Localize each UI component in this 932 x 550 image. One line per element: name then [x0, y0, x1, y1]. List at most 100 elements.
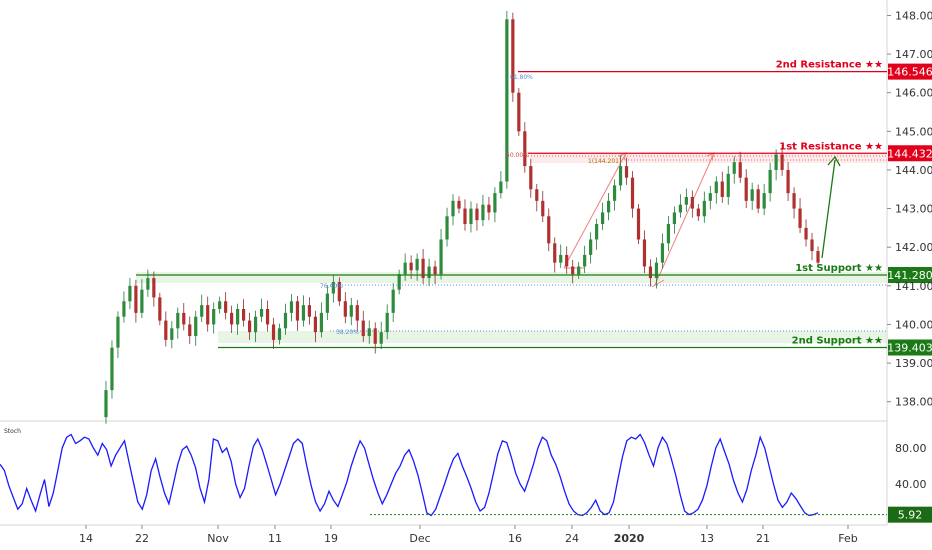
candle	[612, 179, 617, 211]
fib-label-382: 38.20%	[336, 329, 359, 336]
level-name-label: 2nd Resistance ★★	[776, 60, 883, 71]
candle	[816, 246, 820, 268]
candle-body	[188, 324, 192, 337]
candle-body	[618, 166, 623, 186]
candle-body	[403, 262, 407, 275]
candle-body	[511, 19, 515, 93]
level-name-label: 1st Resistance ★★	[779, 141, 883, 152]
candle	[170, 321, 174, 349]
candle-body	[595, 224, 599, 240]
candle	[337, 277, 341, 306]
candle	[732, 156, 736, 184]
candle-body	[786, 169, 790, 194]
support-zone-2	[218, 331, 887, 343]
candle	[559, 244, 563, 268]
time-tick-label: Dec	[409, 532, 430, 545]
candle	[319, 302, 323, 338]
candle-body	[134, 285, 138, 313]
candle	[672, 206, 676, 234]
candle	[714, 176, 718, 204]
time-tick-label: Feb	[838, 532, 857, 545]
candle	[606, 192, 611, 221]
pattern-drawing	[563, 152, 715, 288]
candle	[283, 303, 288, 335]
candle-body	[744, 177, 748, 201]
candle-body	[481, 204, 485, 221]
candles-group	[104, 10, 820, 424]
candle	[206, 296, 210, 332]
candle-body	[457, 200, 461, 209]
candle	[708, 185, 712, 210]
candle	[212, 302, 216, 334]
candle	[313, 310, 317, 342]
level-price-tag	[888, 63, 932, 80]
price-tick-label: 143.000	[895, 203, 932, 216]
candle-body	[152, 278, 156, 298]
candle	[445, 207, 449, 247]
fib-label-50: 50.00%	[506, 152, 529, 159]
candle-body	[690, 196, 694, 209]
candle-body	[547, 216, 551, 244]
candle	[738, 151, 742, 183]
candle-body	[571, 266, 575, 275]
candle-body	[523, 131, 527, 167]
candle	[289, 294, 294, 322]
candle-body	[738, 162, 742, 178]
candle-body	[606, 200, 611, 213]
candle	[379, 321, 383, 350]
candle	[595, 218, 599, 250]
candle	[355, 299, 359, 332]
candle	[762, 183, 766, 216]
price-tick-label: 146.000	[895, 87, 932, 100]
candle	[810, 232, 814, 261]
price-tick-label: 141.000	[895, 280, 932, 293]
candle	[349, 297, 353, 326]
candle	[768, 162, 772, 202]
candle	[140, 279, 144, 319]
candle-body	[421, 258, 425, 279]
projection-arrow	[821, 155, 841, 259]
candle-body	[182, 312, 186, 325]
candle-body	[678, 204, 682, 213]
candle	[565, 246, 569, 274]
stoch-title: Stoch	[4, 428, 21, 435]
level-price-tag-text: 144.432	[887, 147, 932, 160]
candle	[481, 194, 485, 227]
candle	[230, 305, 234, 333]
stoch-axis: 80.00 40.00	[895, 442, 927, 491]
candle-body	[433, 266, 437, 275]
candle-body	[463, 208, 467, 225]
support-zone-1	[136, 272, 887, 283]
candle	[666, 216, 671, 252]
candle-body	[666, 224, 671, 244]
candle-body	[289, 301, 294, 313]
candle	[253, 310, 258, 342]
candle-body	[810, 239, 814, 252]
candle	[158, 292, 162, 326]
candle	[744, 169, 748, 209]
price-tick-label: 138.000	[895, 396, 932, 409]
candle	[583, 245, 587, 274]
candle-body	[654, 262, 659, 279]
candle	[636, 203, 641, 245]
candle	[271, 317, 276, 350]
candle	[529, 158, 533, 198]
candle-body	[170, 328, 174, 340]
candle	[277, 323, 282, 345]
candle	[397, 269, 401, 295]
level-price-tag	[888, 339, 932, 356]
candle-body	[768, 169, 772, 194]
candle-body	[295, 301, 300, 321]
candle	[499, 171, 503, 199]
candle	[307, 297, 312, 325]
candle	[618, 155, 623, 191]
price-tick-label: 144.000	[895, 164, 932, 177]
candle-body	[337, 281, 341, 302]
candle-body	[367, 328, 371, 337]
candle	[720, 171, 724, 203]
candle-body	[505, 19, 509, 182]
candle-body	[128, 285, 132, 302]
candle-body	[804, 227, 808, 240]
candle-body	[140, 289, 144, 313]
candle	[726, 165, 730, 205]
